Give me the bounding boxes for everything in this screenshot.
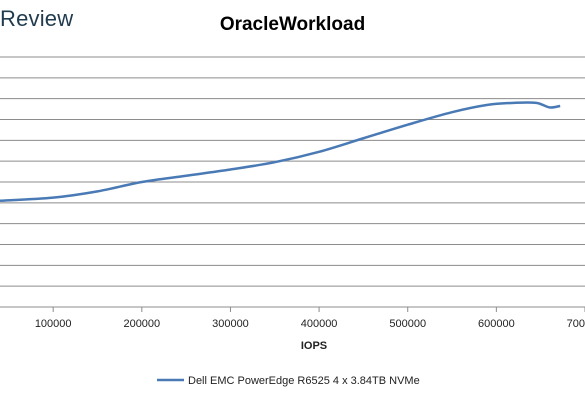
x-tick-label: 700000 [567,318,585,330]
watermark-logo: Review [0,6,74,31]
chart-title: OracleWorkload [219,14,366,35]
x-tick-label: 300000 [212,318,249,330]
x-tick-label: 400000 [301,318,338,330]
x-tick-label: 500000 [389,318,426,330]
x-tick-label: 100000 [35,318,72,330]
x-tick-label: 600000 [478,318,515,330]
x-tick-label: 200000 [123,318,160,330]
series-line [0,101,561,202]
legend-label: Dell EMC PowerEdge R6525 4 x 3.84TB NVMe [188,375,420,387]
x-axis-title: IOPS [301,340,327,352]
